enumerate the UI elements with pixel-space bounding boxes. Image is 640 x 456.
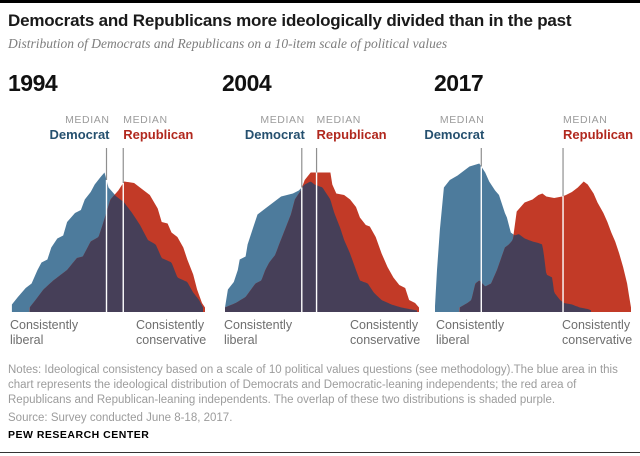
year-heading-2004: 2004 xyxy=(222,70,272,96)
year-heading-2017: 2017 xyxy=(434,70,484,96)
median-caption: MEDIAN xyxy=(123,114,168,126)
charts-row: 1994 MEDIAN Democrat MEDIAN Republican Consis… xyxy=(0,66,640,358)
distribution-plot-1994 xyxy=(11,148,205,312)
republican-label: Republican xyxy=(316,127,387,142)
axis-label-consistently-conservative: Consistently conservative xyxy=(136,318,207,347)
republican-label: Republican xyxy=(563,127,634,142)
top-border xyxy=(0,0,640,3)
median-caption: MEDIAN xyxy=(260,114,305,126)
chart-panel-2017: 2017 MEDIAN Democrat MEDIAN Republican Consis… xyxy=(424,66,633,358)
axis-label-consistently-liberal: Consistently liberal xyxy=(224,318,293,347)
distribution-plot-2017 xyxy=(435,148,631,312)
democrat-label: Democrat xyxy=(424,127,485,142)
overlap-area xyxy=(30,195,203,312)
median-caption: MEDIAN xyxy=(316,114,361,126)
median-democrat-label: MEDIAN Democrat xyxy=(50,114,110,142)
distribution-plot-2004 xyxy=(225,148,419,312)
notes-text: Notes: Ideological consistency based on … xyxy=(8,364,618,406)
pew-research-center-label: PEW RESEARCH CENTER xyxy=(8,429,150,441)
bottom-border xyxy=(0,452,640,453)
democrat-label: Democrat xyxy=(49,127,110,142)
axis-label-consistently-liberal: Consistently liberal xyxy=(10,318,79,347)
source-text: Source: Survey conducted June 8-18, 2017… xyxy=(8,412,233,424)
median-caption: MEDIAN xyxy=(439,114,485,126)
median-democrat-label: MEDIAN Democrat xyxy=(245,114,305,142)
page-title: Democrats and Republicans more ideologic… xyxy=(8,11,572,30)
axis-label-consistently-conservative: Consistently conservative xyxy=(350,318,421,347)
republican-label: Republican xyxy=(123,127,194,142)
democrat-label: Democrat xyxy=(244,127,305,142)
median-caption: MEDIAN xyxy=(65,114,110,126)
median-republican-label: MEDIAN Republican xyxy=(317,114,387,142)
page-subtitle: Distribution of Democrats and Republican… xyxy=(8,36,448,51)
median-democrat-label: MEDIAN Democrat xyxy=(424,114,484,142)
median-republican-label: MEDIAN Republican xyxy=(123,114,193,142)
axis-label-consistently-liberal: Consistently liberal xyxy=(436,318,505,347)
axis-label-consistently-conservative: Consistently conservative xyxy=(562,318,633,347)
median-caption: MEDIAN xyxy=(563,114,608,126)
year-heading-1994: 1994 xyxy=(8,70,58,96)
overlap-area xyxy=(225,181,417,312)
chart-panel-2004: 2004 MEDIAN Democrat MEDIAN Republican Consis… xyxy=(222,66,421,358)
overlap-area xyxy=(460,234,591,312)
chart-panel-1994: 1994 MEDIAN Democrat MEDIAN Republican Consis… xyxy=(8,66,207,358)
median-republican-label: MEDIAN Republican xyxy=(563,114,633,142)
